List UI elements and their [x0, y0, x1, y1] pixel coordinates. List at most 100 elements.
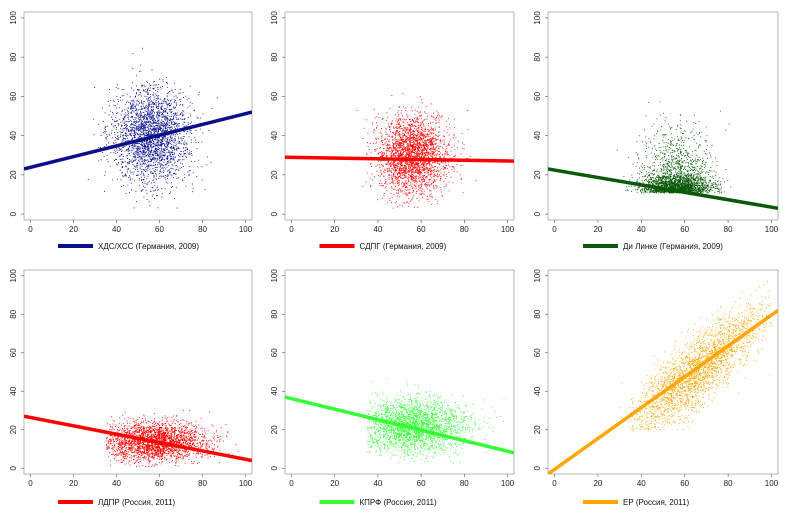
data-point: [185, 185, 187, 187]
data-point: [160, 151, 162, 153]
data-point: [154, 159, 156, 161]
data-point: [140, 128, 142, 130]
data-point: [167, 151, 169, 153]
data-point: [395, 142, 396, 144]
data-point: [441, 162, 443, 164]
data-point: [406, 129, 408, 131]
data-point: [167, 158, 169, 160]
data-point: [400, 142, 402, 144]
data-point: [127, 148, 129, 150]
data-point: [412, 190, 414, 192]
data-point: [409, 142, 411, 144]
data-point: [420, 134, 422, 136]
data-point: [430, 193, 432, 195]
data-point: [397, 180, 399, 182]
data-point: [396, 124, 397, 126]
data-point: [439, 134, 441, 136]
data-point: [150, 161, 152, 162]
data-point: [163, 126, 164, 128]
data-point: [152, 95, 154, 97]
data-point: [133, 104, 135, 106]
data-point: [123, 139, 125, 141]
data-point: [167, 157, 169, 159]
data-point: [403, 193, 405, 195]
data-point: [409, 164, 411, 166]
data-point: [400, 154, 402, 156]
data-point: [140, 100, 142, 102]
data-point: [169, 104, 170, 106]
data-point: [385, 164, 387, 165]
data-point: [130, 135, 132, 137]
data-point: [438, 131, 440, 133]
data-point: [145, 164, 147, 166]
data-point: [404, 148, 406, 150]
data-point: [428, 184, 430, 186]
data-point: [140, 113, 142, 115]
data-point: [161, 123, 163, 125]
data-point: [144, 126, 146, 128]
data-point: [154, 185, 156, 187]
data-point: [425, 152, 426, 154]
data-point: [127, 168, 129, 169]
data-point: [442, 154, 443, 156]
data-point: [122, 140, 124, 142]
data-point: [151, 118, 152, 120]
data-point: [151, 152, 153, 153]
data-point: [143, 112, 145, 114]
data-point: [430, 126, 432, 128]
data-point: [469, 155, 471, 157]
data-point: [141, 119, 143, 121]
data-point: [418, 142, 420, 144]
data-point: [149, 154, 150, 156]
data-point: [127, 107, 129, 109]
data-point: [431, 143, 433, 145]
data-point: [142, 121, 143, 123]
data-point: [411, 178, 413, 180]
data-point: [446, 165, 447, 167]
data-point: [142, 155, 144, 157]
data-point: [426, 171, 428, 173]
data-point: [400, 145, 402, 147]
data-point: [427, 145, 429, 147]
data-point: [134, 96, 136, 98]
data-point: [140, 105, 142, 107]
data-point: [375, 149, 377, 151]
data-point: [429, 184, 430, 186]
data-point: [184, 118, 186, 119]
data-point: [411, 123, 413, 125]
data-point: [148, 142, 150, 144]
data-point: [151, 129, 153, 131]
data-point: [422, 162, 424, 164]
data-point: [426, 196, 428, 197]
data-point: [416, 120, 418, 122]
data-point: [388, 170, 390, 172]
data-point: [166, 118, 167, 120]
data-point: [125, 124, 127, 126]
data-point: [398, 153, 400, 155]
data-point: [400, 172, 402, 174]
data-point: [195, 139, 197, 141]
data-point: [449, 166, 451, 168]
data-point: [125, 140, 127, 142]
data-point: [410, 137, 412, 139]
data-point: [422, 177, 424, 179]
data-point: [422, 148, 424, 150]
data-point: [426, 151, 428, 153]
data-point: [409, 168, 411, 170]
data-point: [419, 111, 421, 113]
data-point: [124, 133, 126, 134]
data-point: [460, 178, 462, 180]
data-point: [401, 154, 403, 156]
data-point: [408, 166, 410, 168]
data-point: [161, 109, 163, 110]
data-point: [140, 125, 142, 127]
data-point: [173, 152, 175, 154]
data-point: [162, 116, 164, 118]
data-point: [135, 152, 136, 154]
data-point: [423, 169, 425, 171]
data-point: [419, 171, 421, 173]
data-point: [131, 139, 133, 141]
data-point: [430, 173, 432, 175]
data-point: [421, 141, 423, 143]
data-point: [402, 144, 404, 146]
